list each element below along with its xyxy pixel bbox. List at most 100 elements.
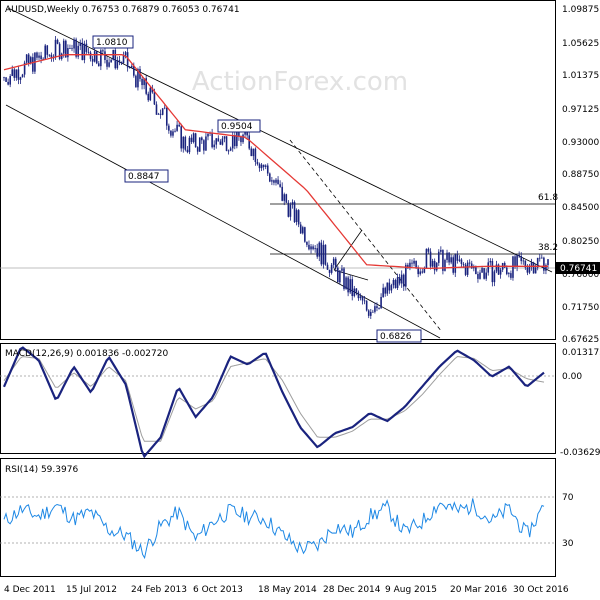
candle-body [297,210,300,225]
candle-body [503,262,506,268]
candle-body [240,136,242,143]
candle-body [458,259,461,261]
triangle-upper-line[interactable] [333,229,363,271]
candle-body [487,262,490,273]
candle-body [7,81,9,85]
candle-body [223,136,226,139]
candle-body [36,52,38,58]
candle-body [452,257,455,273]
candle-body [163,107,166,109]
candle-body [400,274,403,284]
candle-body [225,136,228,151]
candle-body [108,62,110,67]
candle-body [77,45,79,57]
candle-body [497,264,500,275]
price-tick-label: 0.97125 [562,105,599,115]
candle-body [71,48,73,50]
candle-body [545,265,547,271]
candle-body [528,266,531,273]
x-tick-label: 20 Mar 2016 [450,585,507,595]
candle-body [124,52,127,56]
candle-body [285,194,288,203]
candle-body [384,287,387,294]
candle-body [409,262,411,268]
candle-body [256,162,259,165]
candle-body [372,311,374,313]
candle-body [283,194,286,201]
candle-body [505,267,508,275]
candle-body [13,69,16,78]
candle-body [67,48,69,58]
candle-body [54,39,57,57]
moving-average-line [3,54,548,270]
candle-body [343,268,345,289]
candle-body [293,202,296,223]
candle-body [130,65,133,68]
candle-body [198,137,201,152]
candle-body [306,241,308,245]
candle-body [32,57,34,72]
dashed-trend-line[interactable] [289,139,443,333]
candle-body [310,246,312,250]
candle-body [516,254,518,267]
candle-body [485,272,487,279]
channel-lower-line[interactable] [5,104,441,339]
candle-body [378,308,380,309]
x-tick-label: 15 Jul 2012 [66,585,117,595]
candle-body [318,242,321,257]
candle-body [126,52,129,68]
candle-body [423,268,426,273]
x-tick-label: 30 Oct 2016 [513,585,569,595]
candle-body [532,262,535,274]
price-header: AUDUSD,Weekly 0.76753 0.76879 0.76053 0.… [5,5,240,15]
candle-body [477,274,479,279]
x-tick-label: 6 Oct 2013 [193,585,243,595]
candle-body [295,210,298,223]
label-0-9504-text: 0.9504 [221,122,253,132]
x-tick-label: 18 May 2014 [258,585,317,595]
candle-body [213,144,215,148]
candle-body [431,260,434,267]
candle-body [522,260,525,262]
candle-body [534,267,537,274]
candle-body [264,165,267,167]
label-0-8847-box [124,169,169,183]
candle-body [390,285,393,291]
candle-body [190,137,193,143]
channel-upper-line[interactable] [7,7,553,273]
candle-body [11,69,14,77]
candle-body [233,135,236,147]
candle-body [15,69,18,78]
macd-axis: 0.013175 0.00 -0.036292 [560,348,600,458]
price-tick-label: 1.05625 [562,39,599,49]
candle-body [337,267,339,283]
macd-tick-label: 0.00 [562,372,582,382]
candle-body [192,133,195,143]
candle-body [219,141,222,145]
candle-body [456,254,459,261]
candle-body [499,269,502,275]
x-tick-label: 28 Dec 2014 [323,585,381,595]
candle-body [242,134,244,143]
candle-body [543,257,545,271]
candle-body [227,150,230,152]
candle-body [85,43,88,52]
rsi-tick-label: 70 [562,493,574,503]
candle-body [427,248,430,252]
candle-body [359,296,362,299]
candle-body [411,262,413,264]
candle-body [429,251,432,267]
candle-body [367,310,370,316]
candle-body [392,279,395,286]
candle-body [147,93,150,101]
candle-body [254,148,257,163]
watermark: ActionForex.com [192,67,408,97]
candle-body [442,250,444,271]
rsi-tick-label: 30 [562,539,574,549]
candle-body [468,262,471,264]
candle-body [260,164,263,169]
candle-body [135,75,137,88]
rsi-line [3,498,545,560]
candle-body [250,148,253,157]
